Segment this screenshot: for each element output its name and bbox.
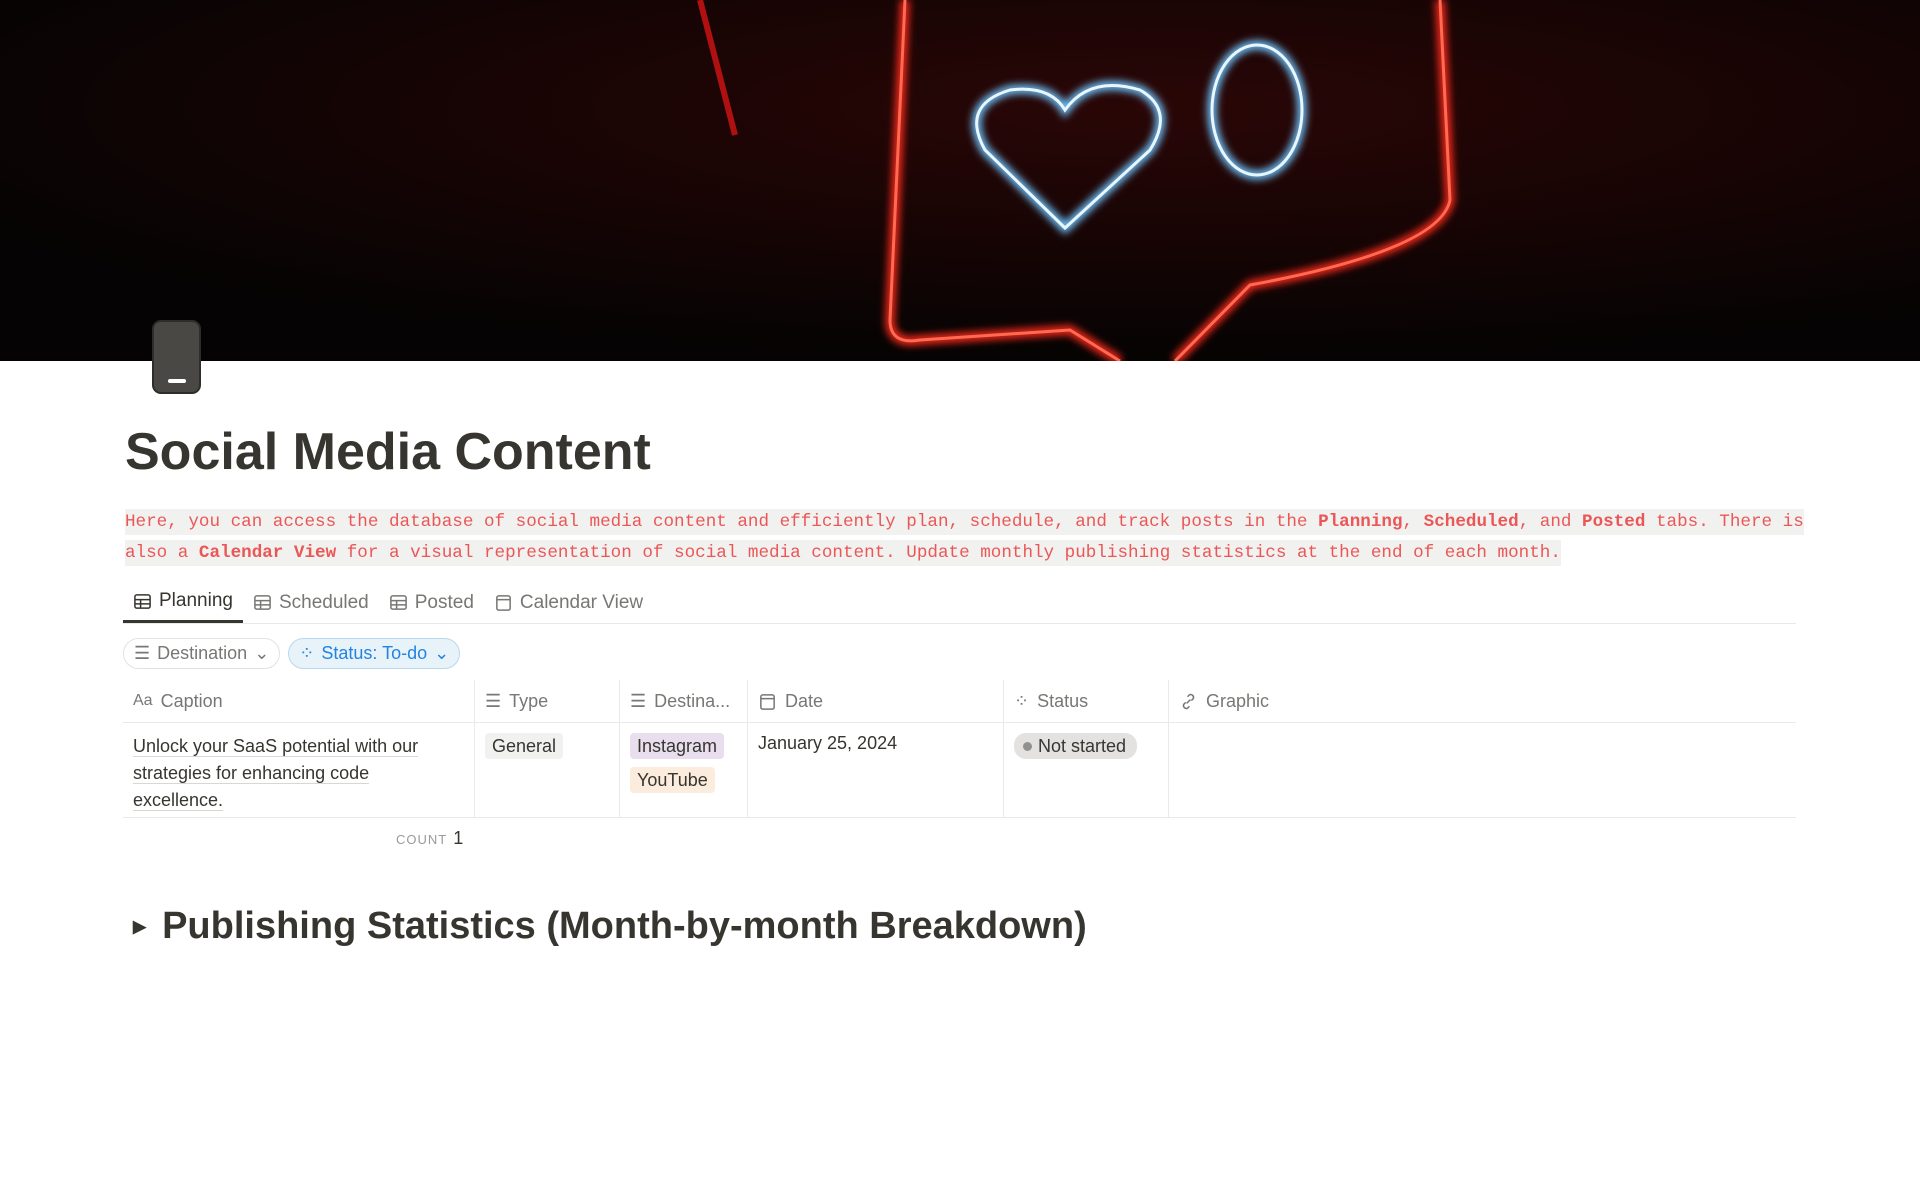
page-title: Social Media Content	[125, 423, 651, 481]
phone-icon[interactable]	[152, 320, 201, 394]
status-icon: ⁘	[1014, 690, 1030, 711]
graphic-cell[interactable]	[1169, 723, 1796, 817]
list-icon: ☰	[630, 690, 647, 711]
column-date[interactable]: Date	[748, 680, 1004, 722]
table-row[interactable]: Unlock your SaaS potential with our stra…	[123, 723, 1796, 818]
chevron-down-icon: ⌄	[434, 643, 450, 663]
column-status[interactable]: ⁘ Status	[1004, 680, 1169, 722]
count-summary[interactable]: COUNT 1	[396, 828, 463, 849]
view-tabs: Planning Scheduled Posted Calendar View	[123, 582, 1796, 624]
column-caption[interactable]: Aa Caption	[123, 680, 475, 722]
tab-label: Posted	[414, 591, 474, 613]
tab-label: Scheduled	[278, 591, 369, 613]
cover-image	[0, 0, 1920, 361]
text-icon: Aa	[133, 692, 153, 709]
tab-posted[interactable]: Posted	[379, 582, 484, 623]
status-label: Not started	[1038, 736, 1127, 756]
caption-text: Unlock your SaaS potential with our stra…	[133, 736, 419, 811]
status-badge: Not started	[1014, 733, 1138, 759]
calendar-icon	[760, 693, 775, 710]
table-icon	[389, 595, 407, 610]
filter-bar: ☰ Destination ⌄ ⁘ Status: To-do ⌄	[123, 638, 461, 669]
count-value: 1	[453, 828, 464, 848]
column-label: Caption	[160, 690, 223, 711]
column-label: Graphic	[1206, 690, 1270, 711]
tab-planning[interactable]: Planning	[123, 582, 243, 623]
destination-tag: Instagram	[630, 733, 725, 759]
destination-cell[interactable]: Instagram YouTube	[620, 723, 748, 817]
list-icon: ☰	[134, 643, 151, 663]
count-label: COUNT	[396, 832, 448, 847]
status-dot-icon	[1023, 741, 1032, 751]
list-icon: ☰	[485, 690, 502, 711]
filter-label: Status: To-do	[321, 643, 428, 663]
tab-label: Planning	[159, 590, 233, 611]
toggle-heading: Publishing Statistics (Month-by-month Br…	[162, 905, 1087, 947]
publishing-statistics-toggle[interactable]: ▶ Publishing Statistics (Month-by-month B…	[133, 905, 1087, 948]
tab-scheduled[interactable]: Scheduled	[243, 582, 379, 623]
filter-status[interactable]: ⁘ Status: To-do ⌄	[288, 638, 461, 669]
filter-destination[interactable]: ☰ Destination ⌄	[123, 638, 281, 669]
chevron-down-icon: ⌄	[254, 643, 270, 663]
table-header: Aa Caption ☰ Type ☰ Destina... Date ⁘ Status…	[123, 680, 1796, 723]
type-cell[interactable]: General	[475, 723, 620, 817]
database-table: Aa Caption ☰ Type ☰ Destina... Date ⁘ Status…	[123, 680, 1796, 818]
date-value: January 25, 2024	[758, 733, 898, 753]
destination-tag: YouTube	[630, 767, 715, 793]
column-type[interactable]: ☰ Type	[475, 680, 620, 722]
table-icon	[254, 595, 271, 610]
status-icon: ⁘	[299, 643, 315, 663]
triangle-right-icon[interactable]: ▶	[133, 916, 147, 936]
status-cell[interactable]: Not started	[1004, 723, 1169, 817]
table-icon	[134, 593, 151, 609]
link-icon	[1182, 693, 1195, 709]
column-label: Type	[509, 690, 549, 711]
column-label: Destina...	[654, 690, 731, 711]
type-tag: General	[485, 733, 564, 759]
calendar-icon	[495, 595, 511, 611]
page-description: Here, you can access the database of soc…	[125, 507, 1805, 569]
column-label: Date	[785, 690, 824, 711]
caption-cell[interactable]: Unlock your SaaS potential with our stra…	[123, 723, 475, 817]
tab-calendar-view[interactable]: Calendar View	[484, 582, 653, 623]
filter-label: Destination	[157, 643, 248, 663]
tab-label: Calendar View	[519, 591, 644, 613]
date-cell[interactable]: January 25, 2024	[748, 723, 1004, 817]
column-label: Status	[1037, 690, 1089, 711]
column-destination[interactable]: ☰ Destina...	[620, 680, 748, 722]
column-graphic[interactable]: Graphic	[1169, 680, 1796, 722]
